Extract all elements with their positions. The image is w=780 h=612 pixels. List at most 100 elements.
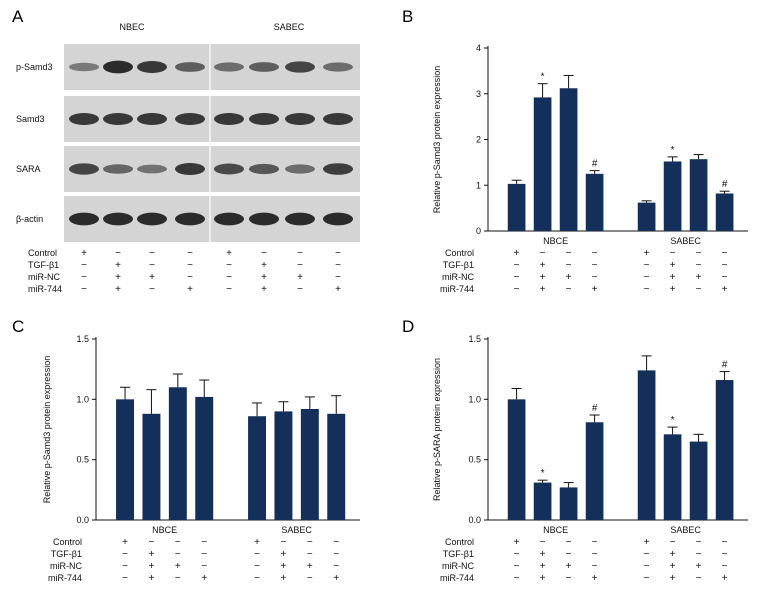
condition-sign: − bbox=[333, 537, 339, 548]
blot-band bbox=[175, 113, 205, 125]
bar bbox=[116, 399, 135, 520]
condition-sign: + bbox=[175, 561, 181, 572]
condition-sign: + bbox=[722, 284, 728, 295]
condition-sign: − bbox=[335, 248, 341, 259]
y-tick-label: 0 bbox=[476, 226, 481, 236]
significance-mark: # bbox=[722, 360, 728, 371]
significance-mark: # bbox=[592, 159, 598, 170]
condition-sign: − bbox=[566, 549, 572, 560]
condition-sign: − bbox=[592, 272, 598, 283]
condition-sign: − bbox=[722, 272, 728, 283]
blot-band bbox=[285, 61, 315, 73]
blot-group-header: NBEC bbox=[119, 22, 145, 32]
condition-row-label: TGF-β1 bbox=[28, 260, 59, 270]
condition-sign: − bbox=[722, 248, 728, 259]
condition-sign: − bbox=[333, 561, 339, 572]
bar bbox=[248, 416, 267, 520]
bar bbox=[663, 434, 682, 520]
condition-sign: − bbox=[201, 549, 207, 560]
condition-sign: + bbox=[149, 561, 155, 572]
bar bbox=[168, 387, 187, 520]
condition-sign: + bbox=[670, 561, 676, 572]
condition-sign: − bbox=[644, 561, 650, 572]
condition-sign: − bbox=[149, 248, 155, 259]
condition-sign: − bbox=[226, 260, 232, 271]
y-tick-label: 1 bbox=[476, 180, 481, 190]
condition-sign: − bbox=[592, 260, 598, 271]
bar bbox=[559, 487, 578, 520]
blot-band bbox=[285, 113, 315, 125]
blot-panel: A NBEC SABEC p-Samd3 Samd3 SARA β-actin Control… bbox=[12, 7, 360, 295]
condition-sign: − bbox=[722, 561, 728, 572]
bar bbox=[689, 441, 708, 520]
condition-sign: + bbox=[670, 549, 676, 560]
blot-band bbox=[323, 62, 353, 72]
condition-row-label: miR-744 bbox=[48, 573, 82, 583]
blot-band bbox=[69, 113, 99, 125]
condition-sign: − bbox=[696, 573, 702, 584]
condition-sign: + bbox=[592, 573, 598, 584]
bar bbox=[559, 88, 578, 231]
condition-sign: + bbox=[254, 537, 260, 548]
condition-sign: + bbox=[540, 573, 546, 584]
condition-row-label: Control bbox=[53, 537, 82, 547]
condition-sign: − bbox=[175, 573, 181, 584]
condition-sign: − bbox=[297, 248, 303, 259]
condition-sign: − bbox=[115, 248, 121, 259]
condition-sign: − bbox=[254, 561, 260, 572]
condition-sign: + bbox=[281, 549, 287, 560]
blot-band bbox=[103, 60, 133, 74]
condition-sign: − bbox=[149, 260, 155, 271]
blot-band bbox=[175, 163, 205, 175]
condition-row-label: miR-744 bbox=[28, 284, 62, 294]
condition-sign: + bbox=[644, 248, 650, 259]
condition-sign: + bbox=[670, 573, 676, 584]
condition-sign: − bbox=[514, 260, 520, 271]
blot-band bbox=[103, 212, 133, 226]
condition-sign: − bbox=[149, 284, 155, 295]
condition-sign: + bbox=[722, 573, 728, 584]
blot-band bbox=[137, 212, 167, 226]
blot-band bbox=[103, 164, 133, 174]
condition-sign: − bbox=[670, 248, 676, 259]
condition-row-label: miR-NC bbox=[50, 561, 82, 571]
condition-sign: − bbox=[566, 284, 572, 295]
bar bbox=[637, 370, 656, 520]
y-axis-label: Relative p-Samd3 protein expression bbox=[432, 66, 442, 214]
condition-sign: − bbox=[566, 573, 572, 584]
condition-sign: − bbox=[187, 272, 193, 283]
y-tick-label: 4 bbox=[476, 43, 481, 53]
x-group-label: SABEC bbox=[670, 236, 701, 246]
condition-sign: + bbox=[187, 284, 193, 295]
significance-mark: * bbox=[671, 415, 675, 426]
condition-sign: − bbox=[592, 248, 598, 259]
significance-mark: # bbox=[722, 179, 728, 190]
condition-sign: − bbox=[281, 537, 287, 548]
bar-chart-panel-b: B 0 1 2 3 4 Relative p-Samd3 protein expressio… bbox=[402, 7, 748, 295]
condition-sign: − bbox=[514, 549, 520, 560]
bar-chart-panel-c: C 0.0 0.5 1.0 1.5 Relative p-Samd3 protein ex… bbox=[12, 317, 360, 584]
blot-band bbox=[175, 62, 205, 72]
condition-sign: + bbox=[307, 561, 313, 572]
significance-mark: # bbox=[592, 403, 598, 414]
condition-sign: − bbox=[122, 561, 128, 572]
condition-sign: + bbox=[566, 272, 572, 283]
condition-sign: + bbox=[540, 561, 546, 572]
condition-sign: − bbox=[514, 272, 520, 283]
condition-sign: + bbox=[592, 284, 598, 295]
y-tick-label: 2 bbox=[476, 135, 481, 145]
blot-band bbox=[323, 163, 353, 175]
x-group-label: SABEC bbox=[281, 525, 312, 535]
condition-sign: + bbox=[566, 561, 572, 572]
condition-sign: − bbox=[122, 573, 128, 584]
blot-row-label: SARA bbox=[16, 164, 41, 174]
condition-sign: − bbox=[540, 537, 546, 548]
condition-sign: + bbox=[696, 561, 702, 572]
x-group-label: NBCE bbox=[543, 525, 568, 535]
condition-sign: − bbox=[644, 284, 650, 295]
blot-band bbox=[285, 212, 315, 226]
condition-sign: − bbox=[187, 260, 193, 271]
condition-sign: + bbox=[281, 561, 287, 572]
condition-sign: − bbox=[201, 561, 207, 572]
